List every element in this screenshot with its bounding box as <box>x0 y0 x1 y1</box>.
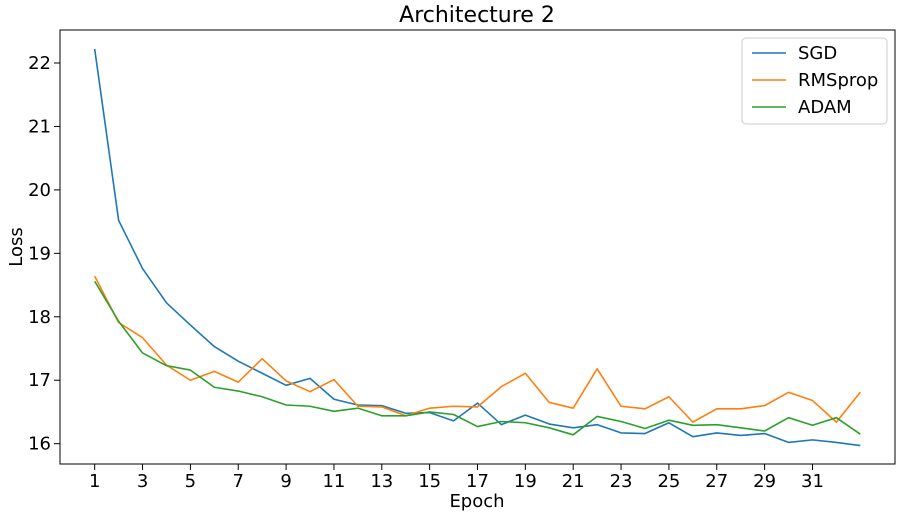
series-line-rmsprop <box>93 275 861 423</box>
y-axis: 16 17 18 19 20 21 22 <box>28 53 60 455</box>
x-tick-label: 15 <box>418 471 441 492</box>
x-tick-label: 27 <box>705 471 728 492</box>
x-tick-label: 1 <box>89 471 100 492</box>
x-tick-label: 5 <box>185 471 196 492</box>
y-tick-label: 21 <box>28 116 51 137</box>
y-tick-label: 16 <box>28 434 51 455</box>
x-tick-label: 19 <box>514 471 537 492</box>
x-tick-label: 31 <box>801 471 824 492</box>
x-tick-label: 17 <box>466 471 489 492</box>
legend-label-adam: ADAM <box>798 97 852 118</box>
legend-label-sgd: SGD <box>798 43 837 64</box>
x-tick-label: 21 <box>562 471 585 492</box>
chart-title: Architecture 2 <box>399 3 555 28</box>
x-tick-label: 9 <box>280 471 291 492</box>
y-tick-label: 22 <box>28 53 51 74</box>
x-tick-label: 7 <box>233 471 244 492</box>
y-tick-label: 18 <box>28 307 51 328</box>
y-tick-label: 19 <box>28 243 51 264</box>
x-tick-label: 23 <box>610 471 633 492</box>
y-tick-label: 20 <box>28 180 51 201</box>
y-axis-label: Loss <box>6 227 27 266</box>
x-tick-label: 13 <box>370 471 393 492</box>
x-axis-label: Epoch <box>449 491 504 512</box>
series-line-adam <box>94 280 861 436</box>
series-line-sgd <box>93 48 861 447</box>
x-tick-label: 29 <box>753 471 776 492</box>
legend-label-rmsprop: RMSprop <box>798 70 878 91</box>
x-axis: 1 3 5 7 9 11 13 15 17 19 21 23 25 27 29 31 <box>89 464 824 492</box>
y-tick-label: 17 <box>28 370 51 391</box>
x-tick-label: 25 <box>657 471 680 492</box>
legend: SGD RMSprop ADAM <box>741 37 888 125</box>
x-tick-label: 11 <box>322 471 345 492</box>
series-lines <box>93 48 861 447</box>
legend-box <box>741 37 888 125</box>
x-tick-label: 3 <box>137 471 148 492</box>
